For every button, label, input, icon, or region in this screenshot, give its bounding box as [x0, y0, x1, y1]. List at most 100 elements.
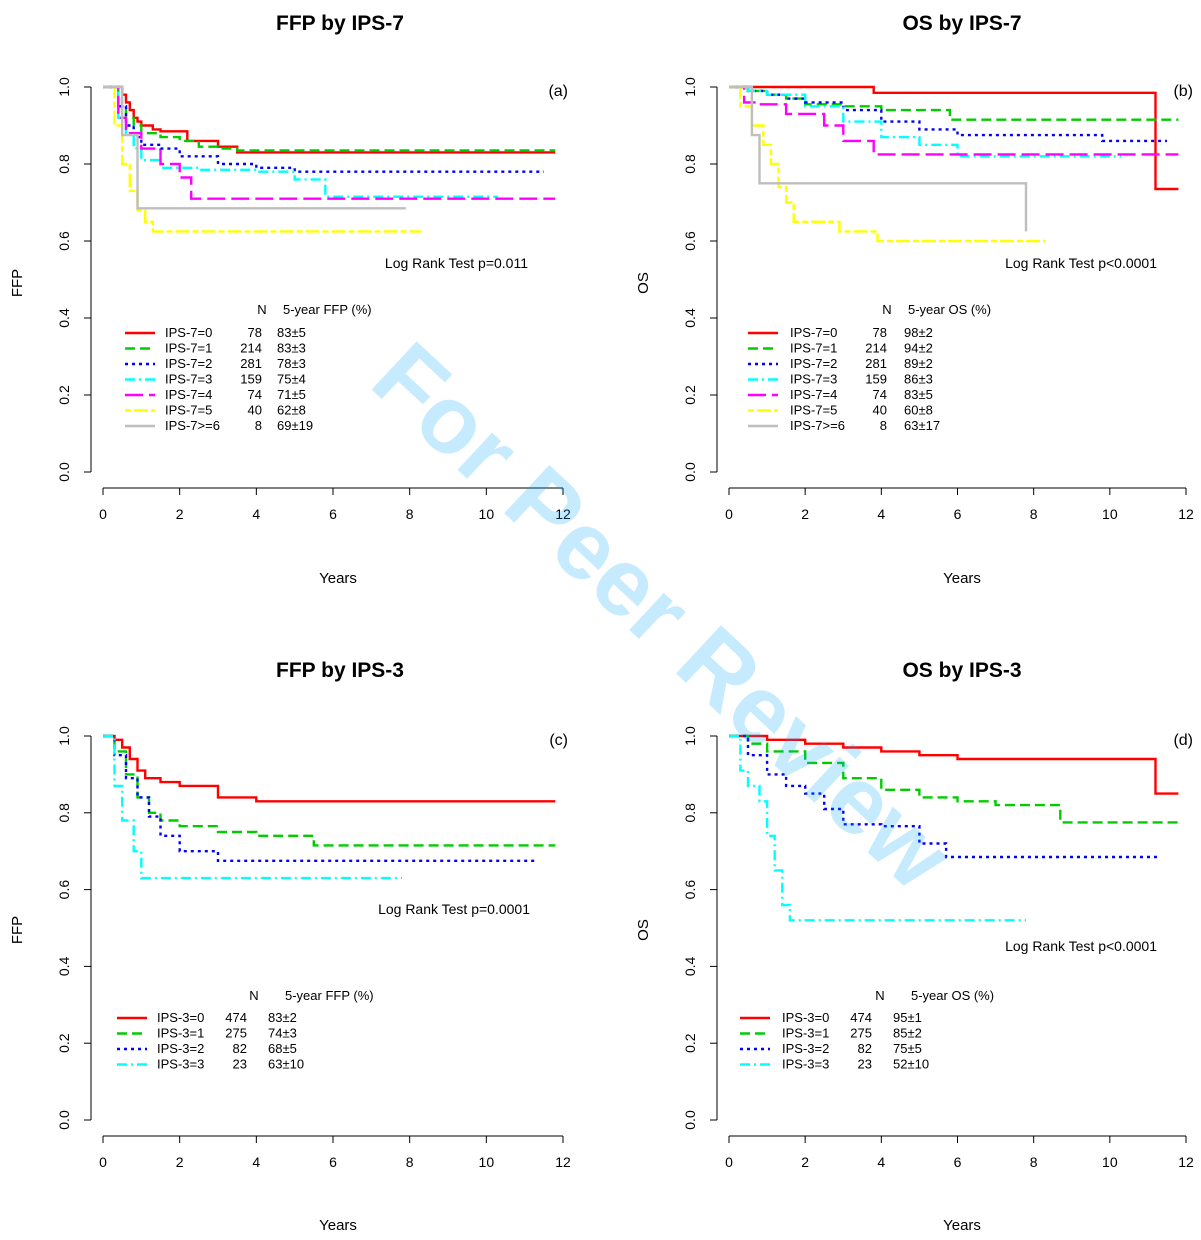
legend-header-estimate: 5-year OS (%) [908, 302, 991, 317]
survival-curve-ips-3-0 [103, 734, 556, 803]
legend-n: 214 [865, 341, 887, 356]
x-tick-label: 10 [1102, 506, 1118, 522]
legend-n: 78 [248, 325, 262, 340]
x-tick-label: 10 [479, 1154, 495, 1170]
y-tick-label: 0.4 [56, 956, 72, 976]
legend-label: IPS-3=0 [157, 1010, 204, 1025]
chart-panel-b: OS by IPS-7 0 2 4 6 8 10 12 Years 0.0 0.2 0.4 0.6 0.8… [635, 12, 1194, 587]
chart-title: OS by IPS-3 [902, 659, 1021, 682]
x-tick-label: 10 [1102, 1154, 1118, 1170]
panel-tag: (d) [1173, 732, 1193, 749]
y-tick-label: 1.0 [682, 726, 698, 746]
chart-panel-c: FFP by IPS-3 0 2 4 6 8 10 12 Years 0.0 0.2 0.4 0.6 0.… [9, 659, 571, 1234]
legend-n: 474 [850, 1010, 872, 1025]
log-rank-annotation: Log Rank Test p=0.0001 [378, 901, 530, 917]
legend-label: IPS-7=4 [165, 387, 212, 402]
x-axis-label: Years [943, 570, 981, 587]
x-tick-label: 4 [252, 1154, 260, 1170]
legend: N 5-year OS (%) IPS-3=0 474 95±1 IPS-3=1 275 85… [740, 988, 994, 1072]
legend-estimate: 83±3 [277, 341, 306, 356]
legend-n: 159 [865, 372, 887, 387]
x-tick-label: 12 [555, 1154, 571, 1170]
log-rank-annotation: Log Rank Test p<0.0001 [1005, 255, 1157, 271]
legend-n: 474 [225, 1010, 247, 1025]
survival-curve-ips-3-1 [103, 734, 556, 847]
x-tick-label: 6 [954, 506, 962, 522]
legend-n: 74 [248, 387, 262, 402]
legend-n: 159 [240, 372, 262, 387]
survival-curve-ips-7-2 [729, 85, 1167, 143]
survival-curve-ips-7-6 [103, 85, 406, 210]
legend-n: 23 [233, 1057, 247, 1072]
legend: N 5-year FFP (%) IPS-7=0 78 83±5 IPS-7=1 214 83… [125, 302, 372, 433]
x-tick-label: 0 [99, 506, 107, 522]
legend-label: IPS-7=3 [790, 372, 837, 387]
panel-tag: (c) [549, 732, 568, 749]
legend-estimate: 63±10 [268, 1057, 304, 1072]
legend-estimate: 89±2 [904, 356, 933, 371]
y-tick-label: 0.0 [682, 462, 698, 482]
legend-n: 281 [240, 356, 262, 371]
y-tick-label: 0.0 [56, 462, 72, 482]
y-tick-label: 0.8 [682, 154, 698, 174]
survival-curve-ips-3-3 [729, 734, 1026, 922]
x-tick-label: 6 [329, 1154, 337, 1170]
legend-n: 281 [865, 356, 887, 371]
legend-estimate: 74±3 [268, 1026, 297, 1041]
survival-curve-ips-7-3 [729, 85, 1122, 158]
y-tick-label: 0.6 [682, 880, 698, 900]
x-axis-label: Years [319, 1217, 357, 1234]
y-axis-label: OS [635, 272, 652, 294]
x-tick-label: 0 [725, 1154, 733, 1170]
x-tick-label: 4 [252, 506, 260, 522]
x-tick-label: 6 [329, 506, 337, 522]
y-axis-label: OS [635, 919, 652, 941]
y-axis-label: FFP [9, 269, 26, 297]
legend-n: 82 [858, 1041, 872, 1056]
y-tick-label: 0.4 [56, 308, 72, 328]
y-tick-label: 0.6 [682, 231, 698, 251]
x-tick-label: 0 [99, 1154, 107, 1170]
legend-header-n: N [249, 988, 258, 1003]
legend-n: 23 [858, 1057, 872, 1072]
survival-curve-ips-7-0 [103, 85, 556, 154]
x-tick-label: 8 [406, 1154, 414, 1170]
legend-estimate: 71±5 [277, 387, 306, 402]
legend-estimate: 68±5 [268, 1041, 297, 1056]
x-tick-label: 4 [877, 1154, 885, 1170]
legend-label: IPS-7=0 [165, 325, 212, 340]
chart-panel-a: FFP by IPS-7 0 2 4 6 8 10 12 Years 0.0 0.2 0.4 0.6 0.… [9, 12, 571, 587]
legend-estimate: 98±2 [904, 325, 933, 340]
legend: N 5-year FFP (%) IPS-3=0 474 83±2 IPS-3=1 275 7… [117, 988, 374, 1072]
log-rank-annotation: Log Rank Test p=0.011 [385, 255, 528, 271]
legend-label: IPS-7=0 [790, 325, 837, 340]
legend: N 5-year OS (%) IPS-7=0 78 98±2 IPS-7=1 214 94±… [748, 302, 991, 433]
chart-title: OS by IPS-7 [902, 12, 1021, 35]
y-tick-label: 0.8 [682, 803, 698, 823]
x-tick-label: 8 [1030, 506, 1038, 522]
y-tick-label: 1.0 [56, 77, 72, 97]
legend-label: IPS-3=0 [782, 1010, 829, 1025]
x-tick-label: 8 [406, 506, 414, 522]
survival-curve-ips-7-4 [103, 85, 556, 200]
panel-tag: (a) [548, 83, 568, 100]
x-tick-label: 0 [725, 506, 733, 522]
x-tick-label: 2 [176, 1154, 184, 1170]
x-tick-label: 2 [801, 1154, 809, 1170]
legend-n: 74 [873, 387, 887, 402]
survival-curve-ips-7-4 [729, 85, 1179, 156]
survival-curve-ips-7-5 [103, 85, 422, 233]
y-tick-label: 0.8 [56, 154, 72, 174]
y-axis-label: FFP [9, 916, 26, 944]
survival-curve-ips-3-2 [103, 734, 537, 862]
legend-n: 8 [880, 418, 887, 433]
chart-panel-d: OS by IPS-3 0 2 4 6 8 10 12 Years 0.0 0.2 0.4 0.6 0.8… [635, 659, 1194, 1234]
survival-curve-ips-3-2 [729, 734, 1160, 859]
y-tick-label: 0.6 [56, 880, 72, 900]
legend-label: IPS-3=2 [782, 1041, 829, 1056]
legend-estimate: 78±3 [277, 356, 306, 371]
legend-label: IPS-3=1 [782, 1026, 829, 1041]
chart-title: FFP by IPS-3 [276, 659, 404, 682]
legend-estimate: 83±2 [268, 1010, 297, 1025]
